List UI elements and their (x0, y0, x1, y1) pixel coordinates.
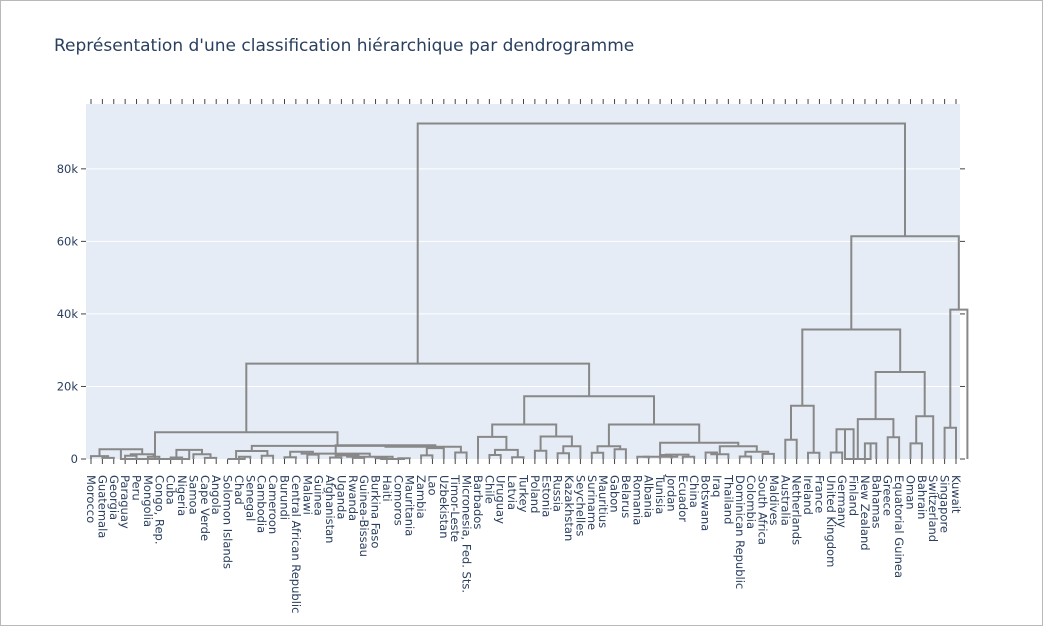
chart-title: Représentation d'une classification hiér… (54, 36, 635, 56)
leaf-label: Jordan (664, 474, 678, 512)
leaf-label: Kuwait (949, 475, 963, 514)
leaf-label: Burkina Faso (369, 475, 383, 548)
leaf-label: Suriname (585, 475, 599, 530)
leaf-label: Greece (881, 475, 895, 516)
leaf-label: Seychelles (573, 475, 587, 536)
leaf-label: Chile (482, 475, 496, 504)
leaf-label: Uzbekistan (437, 475, 451, 539)
leaf-label: Angola (209, 475, 223, 515)
leaf-label: Uganda (334, 475, 348, 519)
leaf-label: Solomon Islands (221, 475, 235, 569)
leaf-label: New Zealand (858, 475, 872, 551)
leaf-label: Iraq (710, 475, 724, 497)
leaf-label: Romania (630, 475, 644, 525)
leaf-label: Samoa (186, 475, 200, 515)
leaf-label: Turkey (517, 474, 531, 513)
leaf-label: Tunisia (653, 474, 667, 514)
leaf-label: United Kingdom (824, 475, 838, 567)
leaf-label: Finland (847, 475, 861, 516)
leaf-label: Malawi (300, 475, 314, 515)
leaf-label: Morocco (84, 475, 98, 523)
leaf-label: Haiti (380, 475, 394, 502)
leaf-label: Mongolia (141, 475, 155, 527)
leaf-label: Nigeria (175, 475, 189, 516)
dendrogram-branch (203, 456, 218, 459)
leaf-label: Afghanistan (323, 475, 337, 543)
leaf-label: Mauritius (596, 475, 610, 528)
leaf-label: Paraguay (118, 475, 132, 529)
leaf-label: Switzerland (926, 475, 940, 542)
leaf-label: Thailand (721, 474, 735, 524)
leaf-label: Guinea-Bissau (357, 475, 371, 557)
leaf-label: Maldives (767, 475, 781, 526)
leaf-label: Congo, Rep. (152, 475, 166, 545)
leaf-label: Guatemala (95, 475, 109, 538)
leaf-label: Georgia (107, 475, 121, 520)
y-tick-labels: 0 20k 40k 60k 80k (57, 162, 79, 466)
leaf-label: Micronesia, Fed. Sts. (460, 475, 474, 593)
leaf-label: Oman (903, 475, 917, 510)
leaf-label: Gabon (608, 475, 622, 513)
leaf-label: Guinea (312, 475, 326, 516)
leaf-label: Ecuador (676, 475, 690, 522)
leaf-label: Burundi (277, 475, 291, 520)
leaf-label: Mauritania (403, 475, 417, 536)
leaf-label: Netherlands (790, 475, 804, 545)
leaf-label: Belarus (619, 475, 633, 518)
leaf-label: Russia (551, 475, 565, 512)
leaf-label: Chad (232, 475, 246, 505)
leaf-label: Cuba (164, 475, 178, 505)
y-tick-label: 80k (57, 162, 79, 176)
dendrogram-branch (227, 456, 246, 460)
y-tick-label: 40k (57, 307, 79, 321)
plot-area (86, 104, 960, 459)
leaf-label: France (812, 475, 826, 513)
leaf-label: China (687, 475, 701, 508)
dendrogram-branch (643, 454, 679, 458)
y-tick-label: 20k (57, 379, 79, 393)
gridlines (86, 168, 960, 387)
dendrogram-branch (351, 456, 366, 459)
leaf-label: Senegal (243, 475, 257, 521)
leaf-label: Barbados (471, 475, 485, 529)
leaf-label: Estonia (539, 475, 553, 517)
leaf-label: Rwanda (346, 475, 360, 521)
leaf-label: Timor-Leste (448, 474, 462, 542)
leaf-label: Equatorial Guinea (892, 475, 906, 578)
leaf-label: Lao (425, 475, 439, 496)
leaf-label: Bahrain (915, 475, 929, 519)
leaf-label: Germany (835, 475, 849, 528)
leaf-label: Australia (778, 475, 792, 526)
leaf-label: Cambodia (255, 475, 269, 533)
leaf-label: Poland (528, 475, 542, 513)
leaf-label: Singapore (938, 475, 952, 533)
leaf-label: Zambia (414, 475, 428, 519)
leaf-label: South Africa (756, 475, 770, 545)
leaf-label: Colombia (744, 475, 758, 529)
leaf-label: Albania (642, 475, 656, 518)
leaf-label: Uruguay (494, 475, 508, 524)
leaf-label: Kazakhstan (562, 475, 576, 541)
leaf-label: Bahamas (869, 475, 883, 529)
leaf-label: Ireland (801, 475, 815, 515)
dendrogram-branch (416, 122, 906, 364)
leaf-labels: MoroccoGuatemalaGeorgiaParaguayPeruMongo… (84, 474, 963, 613)
y-tick-label: 60k (57, 234, 79, 248)
leaf-label: Latvia (505, 475, 519, 510)
leaf-label: Peru (130, 475, 144, 501)
leaf-label: Central African Republic (289, 475, 303, 613)
leaf-label: Cape Verde (198, 475, 212, 541)
leaf-label: Dominican Republic (733, 475, 747, 589)
leaf-label: Comoros (391, 475, 405, 526)
leaf-label: Cameroon (266, 475, 280, 534)
dendrogram-branch (101, 456, 115, 459)
leaf-label: Botswana (699, 475, 713, 531)
y-tick-label: 0 (71, 452, 78, 466)
dendrogram-branches (90, 122, 969, 460)
